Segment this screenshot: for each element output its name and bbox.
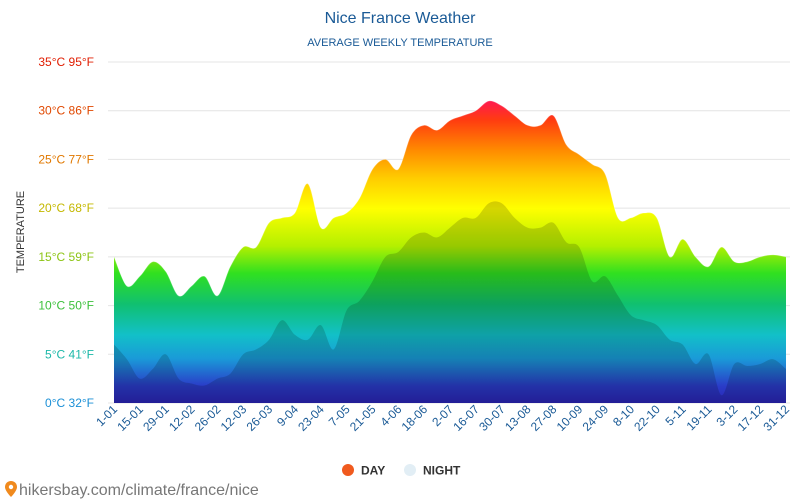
y-tick-label: 0°C 32°F bbox=[45, 396, 94, 410]
x-tick-label: 22-10 bbox=[631, 402, 663, 434]
x-tick-label: 27-08 bbox=[528, 402, 560, 434]
y-tick-label: 20°C 68°F bbox=[38, 201, 94, 215]
x-tick-label: 18-06 bbox=[399, 402, 431, 434]
x-tick-label: 30-07 bbox=[476, 402, 508, 434]
x-tick-label: 23-04 bbox=[295, 402, 327, 434]
legend-item-night[interactable]: NIGHT bbox=[404, 464, 461, 478]
x-tick-label: 17-12 bbox=[735, 402, 767, 434]
night-area-shade bbox=[114, 201, 786, 403]
y-tick-label: 30°C 86°F bbox=[38, 104, 94, 118]
x-tick-label: 16-07 bbox=[450, 402, 482, 434]
y-tick-label: 35°C 95°F bbox=[38, 55, 94, 69]
x-tick-label: 10-09 bbox=[554, 402, 586, 434]
night-area bbox=[114, 201, 786, 403]
y-tick-label: 10°C 50°F bbox=[38, 299, 94, 313]
x-tick-label: 12-02 bbox=[166, 402, 198, 434]
y-tick-label: 5°C 41°F bbox=[45, 347, 94, 361]
legend-night-marker bbox=[404, 464, 416, 476]
x-tick-label: 15-01 bbox=[114, 402, 146, 434]
y-tick-label: 25°C 77°F bbox=[38, 152, 94, 166]
x-tick-label: 31-12 bbox=[761, 402, 793, 434]
legend: DAY NIGHT bbox=[342, 464, 461, 478]
x-tick-label: 12-03 bbox=[218, 402, 250, 434]
legend-day-label: DAY bbox=[361, 464, 385, 478]
y-tick-label: 15°C 59°F bbox=[38, 250, 94, 264]
y-axis-ticks: 0°C 32°F 5°C 41°F 10°C 50°F 15°C 59°F 20°C 6… bbox=[38, 55, 94, 410]
map-pin-dot bbox=[8, 484, 14, 490]
x-tick-label: 13-08 bbox=[502, 402, 534, 434]
chart-subtitle: AVERAGE WEEKLY TEMPERATURE bbox=[307, 37, 492, 49]
legend-day-marker bbox=[342, 464, 354, 476]
legend-item-day[interactable]: DAY bbox=[342, 464, 385, 478]
x-tick-label: 26-03 bbox=[244, 402, 276, 434]
x-tick-label: 29-01 bbox=[140, 402, 172, 434]
x-axis-ticks: 1-0115-0129-0112-0226-0212-0326-039-0423… bbox=[93, 402, 792, 434]
footer-source[interactable]: hikersbay.com/climate/france/nice bbox=[5, 481, 259, 499]
x-tick-label: 26-02 bbox=[192, 402, 224, 434]
y-axis-label: TEMPERATURE bbox=[15, 191, 27, 273]
x-tick-label: 21-05 bbox=[347, 402, 379, 434]
chart-title: Nice France Weather bbox=[325, 10, 477, 27]
source-link[interactable]: hikersbay.com/climate/france/nice bbox=[19, 482, 259, 499]
plot-area bbox=[113, 100, 787, 404]
x-tick-label: 19-11 bbox=[684, 402, 715, 433]
day-line bbox=[113, 100, 787, 297]
legend-night-label: NIGHT bbox=[423, 464, 461, 478]
x-tick-label: 24-09 bbox=[580, 402, 612, 434]
